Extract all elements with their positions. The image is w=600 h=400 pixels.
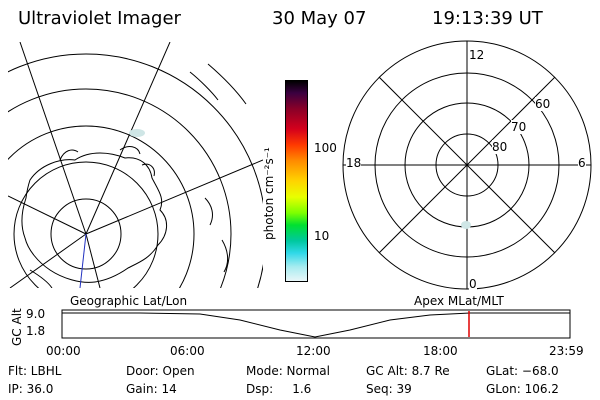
altitude-curve [62, 312, 570, 338]
meridian-line [9, 233, 87, 288]
mlt-diagonal [378, 76, 556, 254]
timeline-ylabel: GC Alt [10, 308, 24, 346]
latitude-circle [8, 125, 195, 288]
date-label: 30 May 07 [272, 8, 367, 29]
meridian-line [85, 42, 171, 235]
dayside-line [79, 233, 87, 289]
latitude-circle [13, 161, 159, 288]
latitude-circle [8, 88, 232, 288]
timeline-ytick-high: 9.0 [26, 307, 46, 321]
colorbar-tick-10: 10 [314, 229, 330, 243]
latitude-circle [8, 53, 263, 288]
ip-info: IP: 36.0 [8, 382, 54, 396]
emission-patch [461, 221, 471, 229]
dsp-info: Dsp: 1.6 [246, 382, 312, 396]
altitude-timeline [61, 309, 571, 339]
meridian-line [19, 42, 87, 235]
timeline-xtick-1800: 18:00 [423, 344, 458, 358]
antarctica-coastline [21, 152, 167, 283]
timeline-xtick-1200: 12:00 [296, 344, 331, 358]
colorbar-tick-100: 100 [314, 141, 337, 155]
gain-info: Gain: 14 [126, 382, 177, 396]
meridian-line [85, 233, 101, 288]
latitude-circle [50, 198, 122, 270]
mlat-label-80: 80 [492, 140, 508, 154]
door-info: Door: Open [126, 364, 195, 378]
glon-info: GLon: 106.2 [486, 382, 559, 396]
coastline-detail [59, 146, 155, 177]
left-panel-label: Geographic Lat/Lon [70, 294, 188, 308]
mlat-label-70: 70 [511, 120, 527, 134]
mlt-label-18: 18 [346, 156, 362, 170]
timeline-xtick-2359: 23:59 [549, 344, 584, 358]
time-label: 19:13:39 UT [432, 8, 543, 29]
gc-alt-info: GC Alt: 8.7 Re [366, 364, 450, 378]
meridian-line [85, 159, 263, 235]
mlt-label-6: 6 [578, 156, 586, 170]
meridian-line [8, 195, 87, 235]
geographic-map [8, 42, 263, 289]
instrument-title: Ultraviolet Imager [18, 8, 181, 29]
timeline-ytick-low: 1.8 [26, 324, 46, 338]
island-outline [204, 197, 229, 273]
colorbar-unit-label: photon cm⁻²s⁻¹ [262, 147, 276, 240]
seq-info: Seq: 39 [366, 382, 412, 396]
timeline-frame [61, 309, 571, 339]
mlt-label-0: 0 [469, 277, 477, 291]
continent-edge [189, 63, 247, 105]
timeline-xtick-0600: 06:00 [170, 344, 205, 358]
mode-info: Mode: Normal [246, 364, 330, 378]
timeline-xtick-0000: 00:00 [46, 344, 81, 358]
right-panel-label: Apex MLat/MLT [414, 294, 504, 308]
mlat-label-60: 60 [535, 97, 551, 111]
emission-patch [129, 129, 145, 137]
glat-info: GLat: −68.0 [486, 364, 559, 378]
magnetic-polar-plot [342, 40, 592, 290]
mlt-label-12: 12 [469, 48, 485, 62]
peninsula-outline [29, 269, 53, 288]
colorbar [285, 80, 308, 282]
flt-info: Flt: LBHL [8, 364, 62, 378]
